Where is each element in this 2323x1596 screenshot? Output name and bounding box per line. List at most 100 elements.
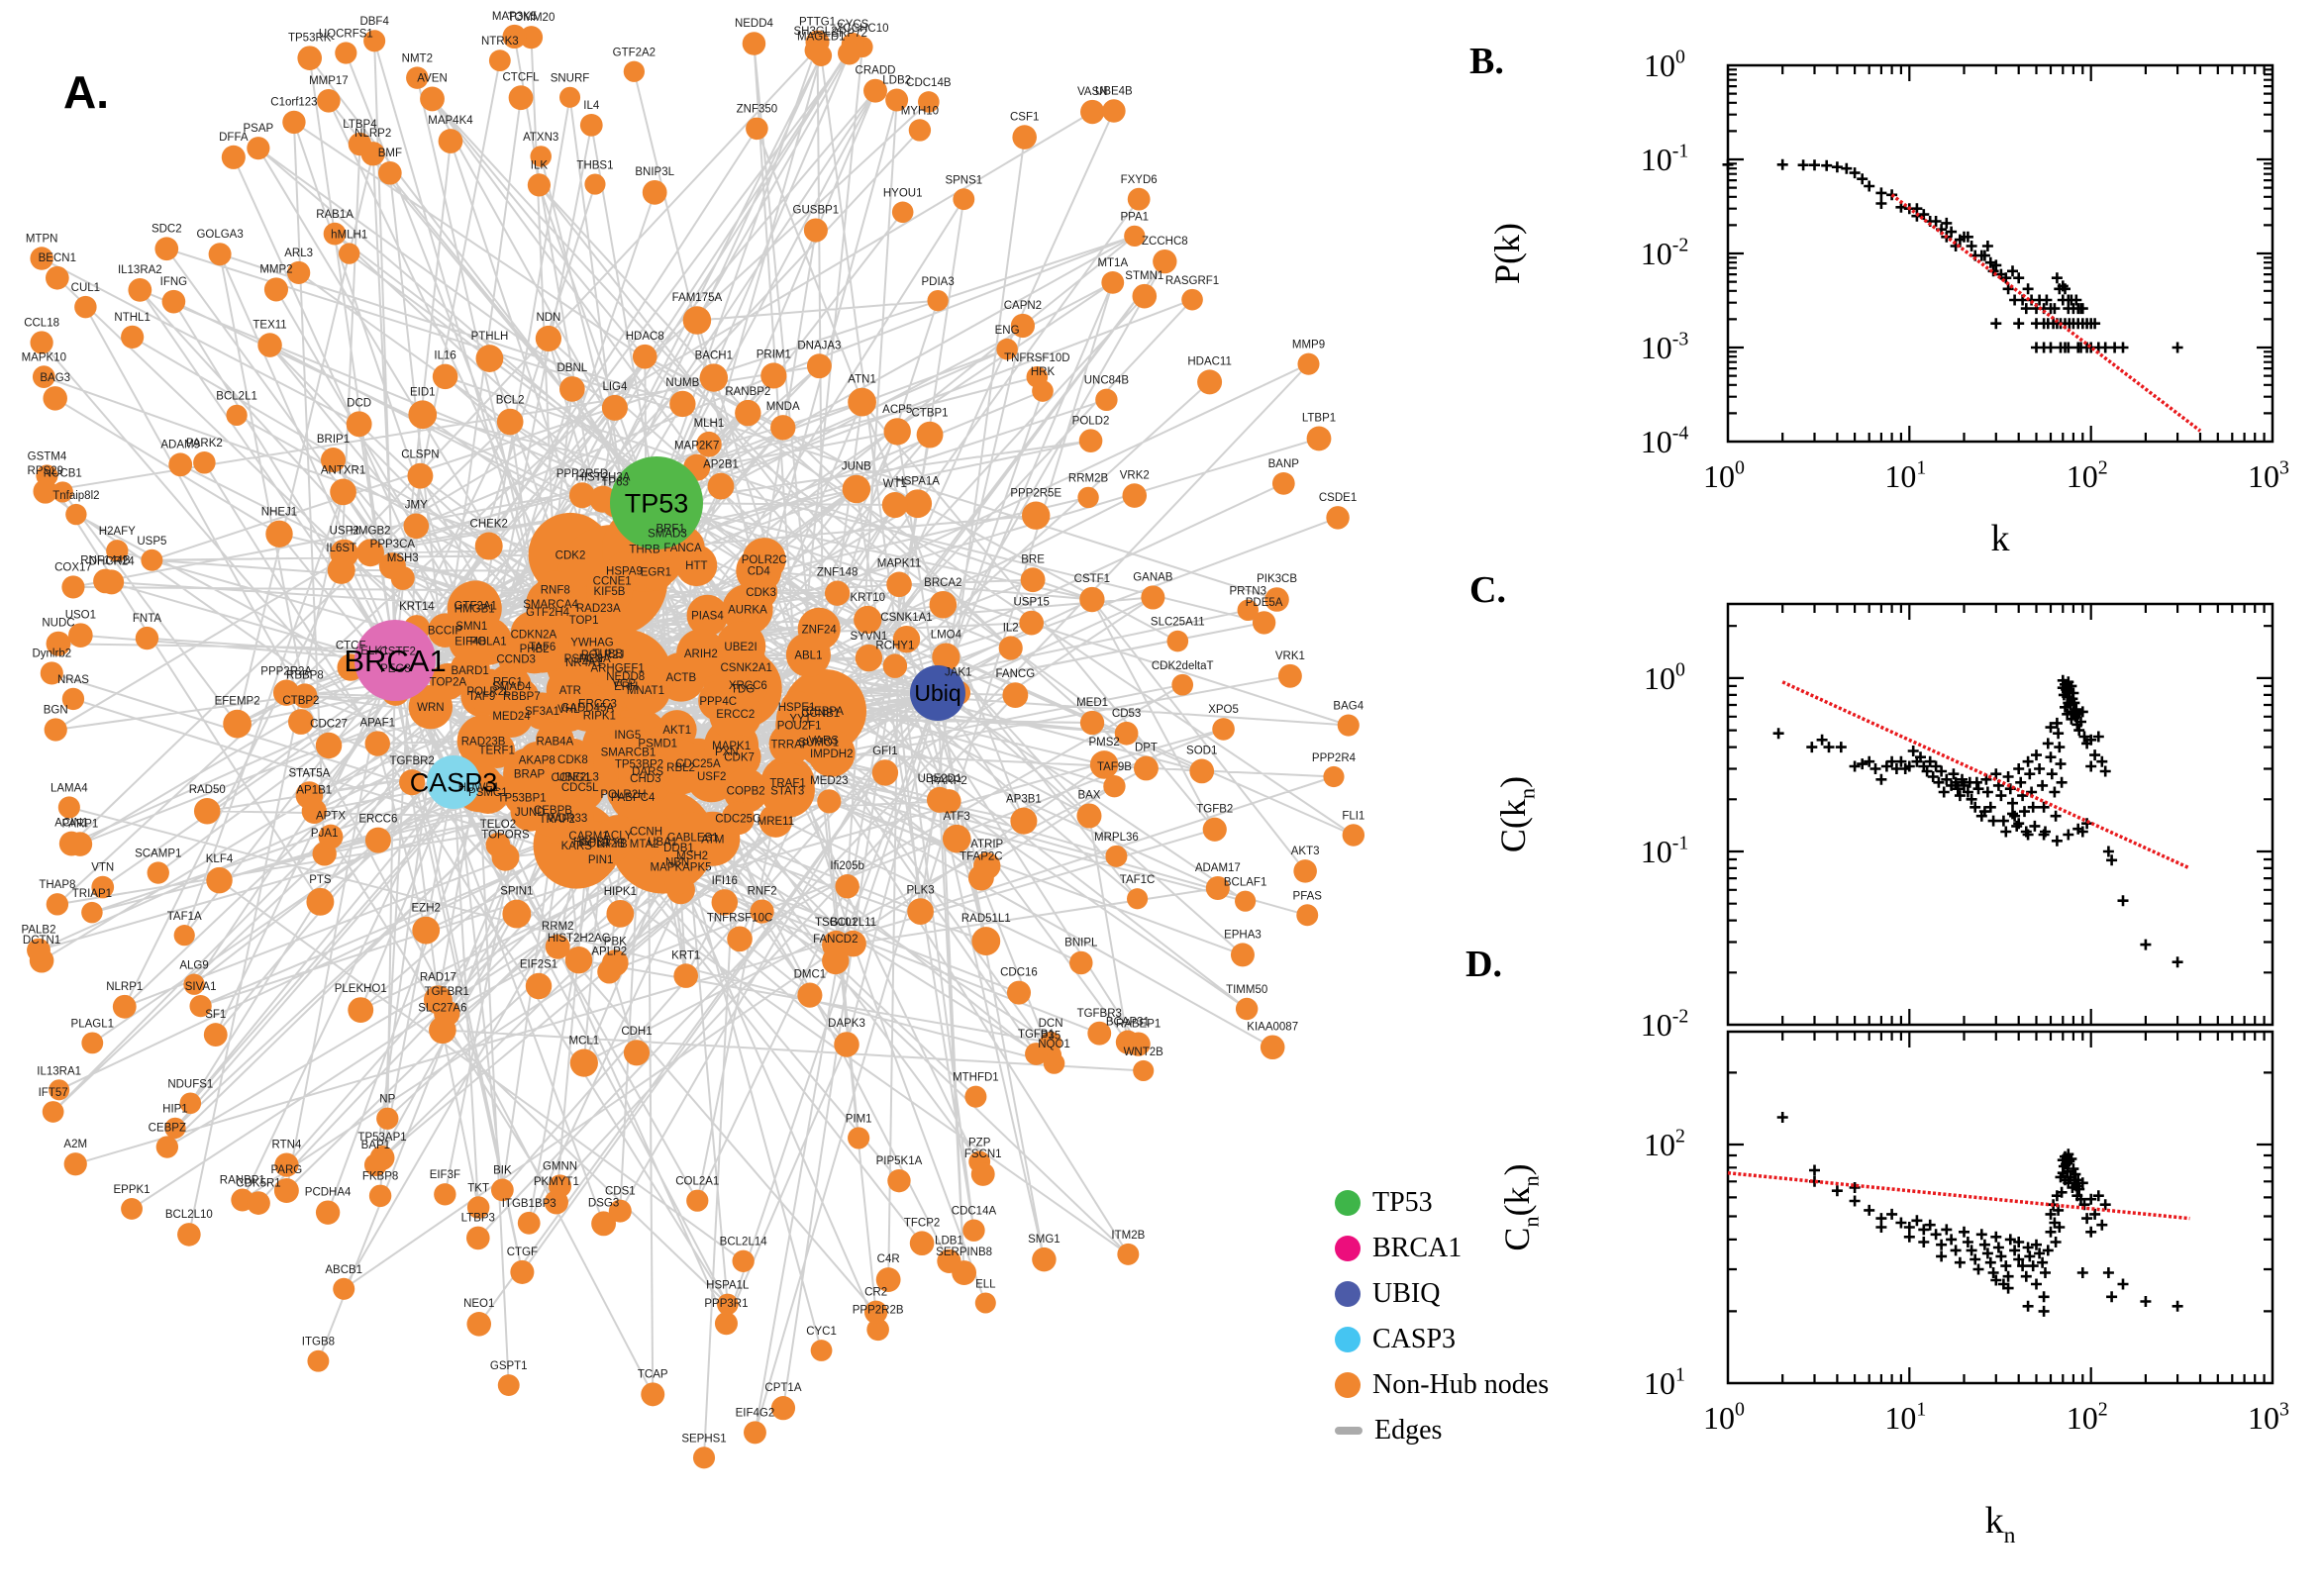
node-label: MAGED1 — [797, 31, 846, 43]
network-node — [1115, 1030, 1140, 1054]
network-node — [1134, 755, 1159, 781]
network-node — [1078, 429, 1103, 452]
node-label: BCL2L11 — [830, 917, 876, 929]
node-label: EIF2S1 — [520, 959, 557, 971]
network-node — [301, 798, 327, 824]
node-label: RNF144B — [80, 555, 131, 567]
network-node — [465, 1226, 490, 1250]
node-label: GOLGA3 — [196, 229, 243, 241]
network-node — [121, 325, 145, 349]
network-node — [223, 709, 252, 739]
node-label: HDAC11 — [1187, 355, 1232, 367]
node-label: MAP4K4 — [428, 115, 473, 127]
node-label: WRN — [417, 702, 444, 714]
node-label: POLR2H — [600, 789, 646, 801]
node-label: GMNN — [543, 1160, 577, 1172]
node-label: RNF8 — [541, 585, 570, 597]
network-node — [1326, 506, 1350, 530]
network-node — [855, 644, 883, 672]
network-node — [408, 684, 454, 730]
node-label: WDR33 — [548, 813, 587, 825]
network-node — [558, 376, 585, 402]
network-node — [1079, 586, 1105, 613]
node-label: RFC1 — [493, 677, 523, 689]
network-node — [608, 1199, 632, 1223]
node-label: GFI1 — [872, 746, 898, 757]
network-node — [57, 796, 80, 819]
node-label: VHL — [557, 704, 580, 716]
node-label: THBS1 — [576, 159, 613, 171]
svg-text:10-1​: 10-1​ — [1641, 833, 1689, 869]
network-node — [226, 404, 248, 427]
node-label: CDC27 — [310, 719, 348, 731]
node-label: HYOU1 — [883, 188, 923, 200]
node-label: SMAD3 — [648, 528, 687, 540]
node-label: RBBP8 — [286, 669, 324, 681]
network-node — [408, 400, 438, 430]
node-label: LAMA4 — [50, 782, 88, 794]
svg-text:100​: 100​ — [1644, 658, 1685, 695]
network-node — [61, 575, 85, 599]
node-label: ITGB1BP3 — [502, 1198, 556, 1210]
network-node — [558, 86, 581, 108]
node-label: ACP5 — [882, 404, 912, 416]
node-label: ENG — [995, 325, 1020, 337]
network-node — [247, 1191, 270, 1215]
network-legend: TP53 BRCA1 UBIQ CASP3 Non-Hub nodes Edges — [1335, 1180, 1549, 1453]
network-node — [1141, 585, 1165, 610]
node-label: CABLES1 — [667, 832, 719, 844]
node-label: BRIP1 — [317, 434, 350, 446]
node-label: CSDE1 — [1319, 492, 1357, 504]
node-label: NR4A1 — [565, 657, 602, 669]
network-node — [669, 390, 696, 418]
svg-text:kn​: kn​ — [1985, 1500, 2016, 1548]
node-label: PFAS — [1293, 890, 1323, 902]
node-label: SDC2 — [152, 223, 182, 235]
node-label: COX17 — [54, 561, 92, 573]
network-node — [265, 520, 293, 548]
node-label: SPNS1 — [945, 174, 982, 186]
node-label: PTS — [309, 874, 332, 886]
node-label: KRT10 — [850, 592, 885, 604]
node-label: PSAP — [244, 123, 274, 135]
node-label: PPP2R2B — [853, 1305, 904, 1317]
svg-text:103​: 103​ — [2248, 457, 2289, 494]
node-label: BRAP — [514, 769, 546, 781]
network-node — [1153, 249, 1177, 274]
node-label: CYCS — [837, 19, 868, 31]
node-label: ATN1 — [848, 374, 876, 386]
network-node — [1297, 352, 1320, 375]
node-label: ITGB8 — [302, 1337, 335, 1348]
node-label: HSPB1 — [573, 837, 611, 848]
node-label: PPP2R4 — [1312, 752, 1357, 764]
network-node — [274, 1152, 299, 1177]
node-label: TRAF2 — [540, 814, 575, 826]
svg-text:102​: 102​ — [2067, 1399, 2108, 1436]
network-node — [806, 353, 832, 379]
node-label: ATF3 — [944, 811, 970, 823]
legend-item-non-hub-nodes: Non-Hub nodes — [1335, 1362, 1549, 1408]
node-label: POLA1 — [470, 637, 507, 648]
node-label: IL13RA2 — [118, 264, 162, 276]
network-node — [333, 1277, 355, 1300]
node-label: PBK — [604, 936, 627, 948]
node-label: RRM2B — [1068, 473, 1109, 485]
network-node — [887, 1168, 911, 1193]
node-label: ING5 — [614, 730, 641, 742]
network-node — [307, 1349, 330, 1372]
node-label: SF1 — [205, 1009, 226, 1021]
fit-line-C — [1781, 680, 2191, 870]
network-node — [1089, 750, 1119, 779]
node-label: RBBP7 — [503, 691, 541, 703]
network-node — [817, 789, 842, 814]
panel-a-label: A. — [63, 66, 109, 118]
node-label: HRK — [1031, 366, 1056, 378]
node-label: ATXN3 — [523, 132, 558, 144]
network-node — [835, 874, 859, 899]
plot-degree-distribution: 100​ 101​ 102​ 103​ 100​ 10-1​ 10-2​ 10-3​ 10-4​… — [1487, 47, 2289, 559]
network-node — [177, 1223, 201, 1247]
node-label: PSME3 — [564, 653, 603, 665]
node-label: TSG101 — [815, 917, 858, 929]
node-label: SUMO1 — [798, 738, 839, 749]
node-label: APAF1 — [359, 717, 395, 729]
